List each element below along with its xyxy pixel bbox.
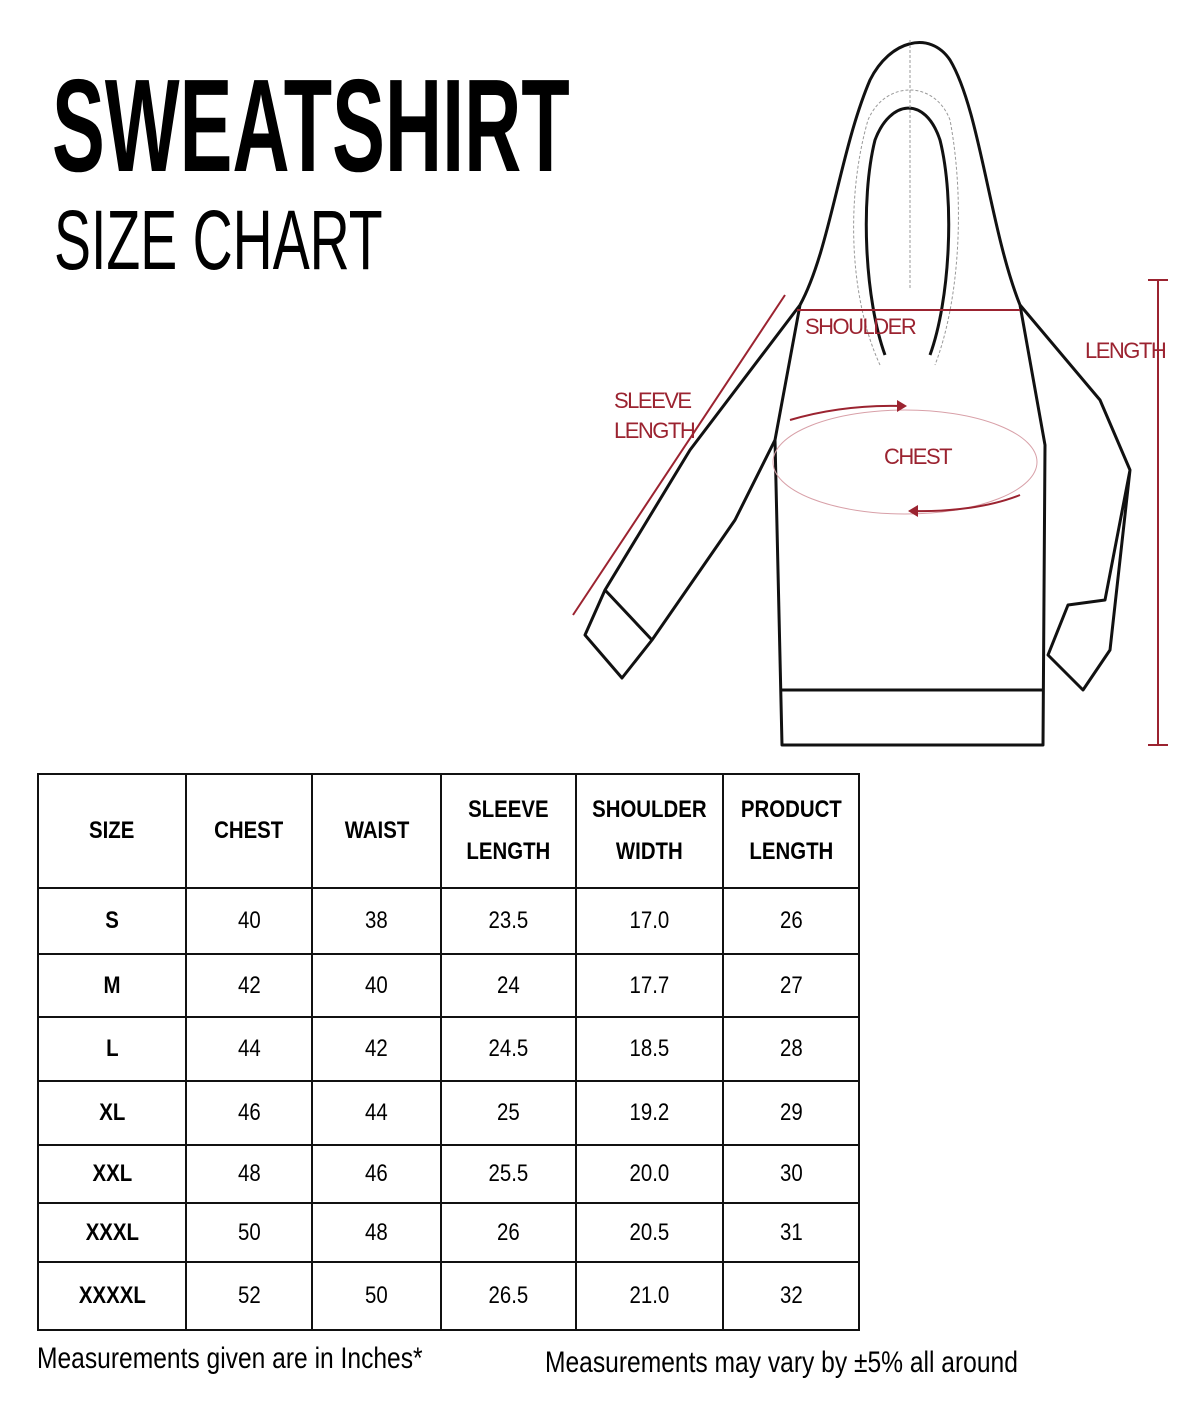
table-row: S 40 38 23.5 17.0 26 xyxy=(37,887,860,955)
measurement-cell: 18.5 xyxy=(575,1016,724,1082)
measurement-cell: 40 xyxy=(185,887,313,955)
size-cell: XXXL xyxy=(37,1202,187,1263)
measurement-cell: 20.0 xyxy=(575,1144,724,1204)
sleeve-label-line1: SLEEVE xyxy=(614,388,691,413)
shoulder-label: SHOULDER xyxy=(805,314,916,339)
measurement-cell: 25.5 xyxy=(440,1144,577,1204)
measurement-cell: 50 xyxy=(311,1261,442,1331)
measurement-cell: 26 xyxy=(722,887,860,955)
hoodie-outline xyxy=(583,41,1132,747)
sleeve-measure-line xyxy=(572,294,786,616)
hood-stitching xyxy=(853,40,959,366)
measurement-cell: 40 xyxy=(311,953,442,1018)
measurement-cell: 23.5 xyxy=(440,887,577,955)
measurement-cell: 48 xyxy=(311,1202,442,1263)
measurement-cell: 26 xyxy=(440,1202,577,1263)
table-header-row: SIZE CHEST WAIST SLEEVE LENGTH SHOULDER WI… xyxy=(37,773,860,889)
measurement-cell: 32 xyxy=(722,1261,860,1331)
size-cell: XXL xyxy=(37,1144,187,1204)
table-row: XXXL 50 48 26 20.5 31 xyxy=(37,1202,860,1263)
measurement-cell: 30 xyxy=(722,1144,860,1204)
measurement-cell: 19.2 xyxy=(575,1080,724,1146)
measurement-cell: 28 xyxy=(722,1016,860,1082)
measurement-cell: 31 xyxy=(722,1202,860,1263)
sweatshirt-diagram: SHOULDER LENGTH SLEEVE LENGTH CHEST xyxy=(572,40,1168,747)
variance-note: Measurements may vary by ±5% all around xyxy=(545,1346,1018,1379)
page-subtitle: SIZE CHART xyxy=(54,193,383,287)
size-cell: M xyxy=(37,953,187,1018)
page-title: SWEATSHIRT xyxy=(52,52,570,199)
measurement-cell: 42 xyxy=(311,1016,442,1082)
table-row: L 44 42 24.5 18.5 28 xyxy=(37,1016,860,1082)
measurement-cell: 27 xyxy=(722,953,860,1018)
measurement-cell: 52 xyxy=(185,1261,313,1331)
measurement-cell: 50 xyxy=(185,1202,313,1263)
measurement-cell: 46 xyxy=(185,1080,313,1146)
measurement-cell: 29 xyxy=(722,1080,860,1146)
header-product-length: PRODUCT LENGTH xyxy=(722,773,860,889)
table-row: M 42 40 24 17.7 27 xyxy=(37,953,860,1018)
header-waist: WAIST xyxy=(311,773,442,889)
measurement-lines xyxy=(572,279,1168,746)
header-shoulder-width: SHOULDER WIDTH xyxy=(575,773,724,889)
arrowheads xyxy=(897,400,918,517)
measurement-cell: 38 xyxy=(311,887,442,955)
header-size: SIZE xyxy=(37,773,187,889)
size-cell: XL xyxy=(37,1080,187,1146)
units-note: Measurements given are in Inches* xyxy=(37,1342,423,1375)
measurement-cell: 26.5 xyxy=(440,1261,577,1331)
sleeve-label-line2: LENGTH xyxy=(614,418,695,443)
size-cell: XXXXL xyxy=(37,1261,187,1331)
header-sleeve-length: SLEEVE LENGTH xyxy=(440,773,577,889)
measurement-cell: 25 xyxy=(440,1080,577,1146)
table-row: XL 46 44 25 19.2 29 xyxy=(37,1080,860,1146)
measurement-cell: 46 xyxy=(311,1144,442,1204)
measurement-cell: 44 xyxy=(311,1080,442,1146)
measurement-cell: 24.5 xyxy=(440,1016,577,1082)
table-row: XXL 48 46 25.5 20.0 30 xyxy=(37,1144,860,1204)
header-chest: CHEST xyxy=(185,773,313,889)
measurement-cell: 17.0 xyxy=(575,887,724,955)
size-table: SIZE CHEST WAIST SLEEVE LENGTH SHOULDER WI… xyxy=(37,773,860,1331)
size-cell: S xyxy=(37,887,187,955)
chest-measure-ellipse xyxy=(772,409,1038,515)
measurement-cell: 24 xyxy=(440,953,577,1018)
measurement-cell: 44 xyxy=(185,1016,313,1082)
measurement-cell: 48 xyxy=(185,1144,313,1204)
measurement-cell: 21.0 xyxy=(575,1261,724,1331)
table-row: XXXXL 52 50 26.5 21.0 32 xyxy=(37,1261,860,1331)
length-label: LENGTH xyxy=(1085,338,1166,363)
size-cell: L xyxy=(37,1016,187,1082)
measurement-cell: 20.5 xyxy=(575,1202,724,1263)
chest-label: CHEST xyxy=(884,444,952,469)
measurement-cell: 17.7 xyxy=(575,953,724,1018)
measurement-cell: 42 xyxy=(185,953,313,1018)
